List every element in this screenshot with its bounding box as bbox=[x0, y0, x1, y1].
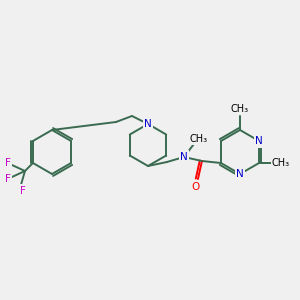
Text: N: N bbox=[144, 119, 152, 129]
Text: CH₃: CH₃ bbox=[272, 158, 290, 168]
Text: N: N bbox=[255, 136, 263, 146]
Text: O: O bbox=[192, 182, 200, 192]
Text: N: N bbox=[236, 169, 244, 179]
Text: CH₃: CH₃ bbox=[231, 104, 249, 114]
Text: CH₃: CH₃ bbox=[190, 134, 208, 144]
Text: F: F bbox=[5, 158, 11, 168]
Text: F: F bbox=[5, 174, 11, 184]
Text: N: N bbox=[180, 152, 188, 162]
Text: F: F bbox=[20, 186, 26, 196]
